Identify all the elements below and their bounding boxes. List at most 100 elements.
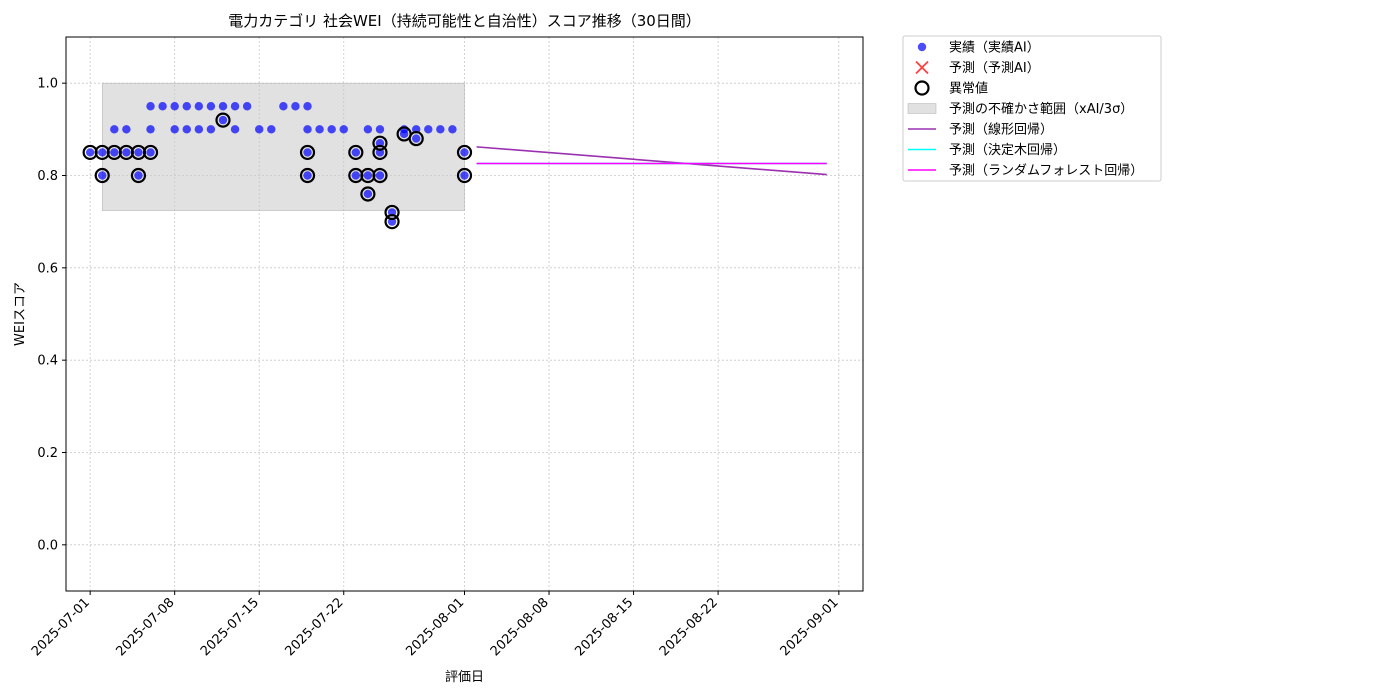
actual-point (327, 125, 336, 134)
anomaly-ring (142, 144, 159, 161)
legend-anomaly-marker (914, 80, 930, 96)
anomaly-ring (130, 167, 147, 184)
actual-point (303, 171, 312, 180)
actual-point (363, 189, 373, 199)
actual-point (98, 171, 107, 180)
actual-point (182, 102, 191, 111)
actual-point (110, 148, 119, 157)
actual-point (218, 102, 228, 111)
actual-point (375, 125, 385, 134)
actual-point (134, 148, 143, 157)
anomaly-ring (372, 167, 388, 184)
actual-point (170, 102, 179, 111)
actual-point (134, 171, 143, 180)
anomaly-ring (94, 167, 110, 184)
anomaly-ring (384, 204, 400, 221)
legend-box (902, 35, 1162, 182)
actual-point (122, 148, 131, 157)
x-tick-label: 2025-08-22 (657, 595, 721, 659)
actual-point (85, 148, 95, 157)
legend-actual-label: 実績（実績AI） (949, 40, 1040, 56)
actual-point (170, 125, 179, 134)
legend-item-tree: 予測（決定木回帰） (908, 142, 1066, 158)
y-tick-label: 0.6 (37, 261, 58, 276)
legend-item-linear: 予測（線形回帰） (908, 122, 1053, 138)
y-tick-label: 0.0 (37, 538, 58, 553)
y-axis-title: WEIスコア (13, 282, 28, 346)
anomaly-ring (215, 112, 231, 128)
x-tick-label: 2025-07-22 (283, 595, 347, 659)
anomaly-ring (408, 130, 424, 147)
actual-point (110, 125, 119, 134)
y-tick-label: 1.0 (37, 77, 58, 92)
x-axis-ticks: 2025-07-01 2025-07-08 2025-07-15 2025-07-22… (29, 591, 842, 659)
anomaly-layer (82, 112, 473, 230)
actual-point (303, 125, 312, 134)
legend-band-label: 予測の不確かさ範囲（xAI/3σ） (949, 101, 1133, 117)
actual-point (351, 148, 361, 157)
legend-item-predicted: 予測（予測AI） (915, 60, 1040, 76)
actual-point (255, 125, 264, 134)
actual-point (424, 125, 433, 134)
forecast-lines-layer (476, 146, 827, 176)
legend: 実績（実績AI） 予測（予測AI） 異常値 予測の不確かさ範囲（xAI/3σ） … (902, 35, 1162, 182)
y-tick-label: 0.2 (37, 446, 58, 461)
actual-point (460, 171, 469, 180)
x-tick-label: 2025-09-01 (778, 595, 842, 659)
actual-point (339, 125, 348, 134)
actual-point (98, 148, 107, 157)
actual-points-layer (85, 102, 469, 226)
legend-item-forest: 予測（ランダムフォレスト回帰） (908, 163, 1143, 179)
legend-tree-label: 予測（決定木回帰） (949, 142, 1066, 158)
legend-band-swatch (907, 103, 937, 114)
actual-point (194, 102, 204, 111)
anomaly-ring (456, 167, 473, 184)
actual-point (363, 125, 373, 134)
anomaly-ring (384, 214, 400, 230)
actual-point (411, 134, 421, 143)
legend-forest-label: 予測（ランダムフォレスト回帰） (949, 163, 1143, 179)
actual-point (206, 125, 216, 134)
legend-item-band: 予測の不確かさ範囲（xAI/3σ） (907, 101, 1133, 117)
legend-predicted-label: 予測（予測AI） (949, 61, 1040, 76)
actual-point (303, 148, 312, 157)
actual-point (230, 102, 240, 111)
x-axis-title: 評価日 (445, 670, 484, 685)
actual-point (206, 102, 216, 111)
actual-point (242, 102, 252, 111)
anomaly-ring (348, 144, 364, 161)
anomaly-ring (456, 144, 473, 161)
y-tick-label: 0.4 (37, 354, 58, 369)
forecast-line-0 (476, 146, 827, 176)
actual-point (363, 171, 373, 180)
actual-point (230, 125, 240, 134)
actual-point (436, 125, 445, 134)
anomaly-ring (299, 167, 316, 184)
anomaly-ring (299, 144, 316, 161)
actual-point (375, 171, 385, 180)
actual-point (194, 125, 204, 134)
actual-point (146, 148, 155, 157)
actual-point (279, 102, 288, 111)
actual-point (291, 102, 300, 111)
legend-predicted-x-marker (915, 60, 929, 75)
anomaly-ring (372, 135, 388, 151)
actual-point (158, 102, 167, 111)
actual-point (122, 125, 131, 134)
x-tick-label: 2025-08-15 (572, 595, 636, 659)
chart-title: 電力カテゴリ 社会WEI（持続可能性と自治性）スコア推移（30日間） (228, 12, 701, 30)
x-tick-label: 2025-08-01 (403, 595, 467, 659)
actual-point (267, 125, 276, 134)
x-tick-label: 2025-07-15 (198, 595, 262, 659)
actual-point (303, 102, 312, 111)
actual-point (315, 125, 324, 134)
legend-linear-label: 予測（線形回帰） (949, 122, 1053, 138)
actual-point (218, 115, 228, 125)
actual-point (448, 125, 457, 134)
anomaly-ring (360, 186, 376, 202)
x-tick-label: 2025-07-01 (29, 595, 93, 659)
legend-actual-marker (917, 42, 927, 52)
legend-item-anomaly: 異常値 (914, 80, 988, 97)
